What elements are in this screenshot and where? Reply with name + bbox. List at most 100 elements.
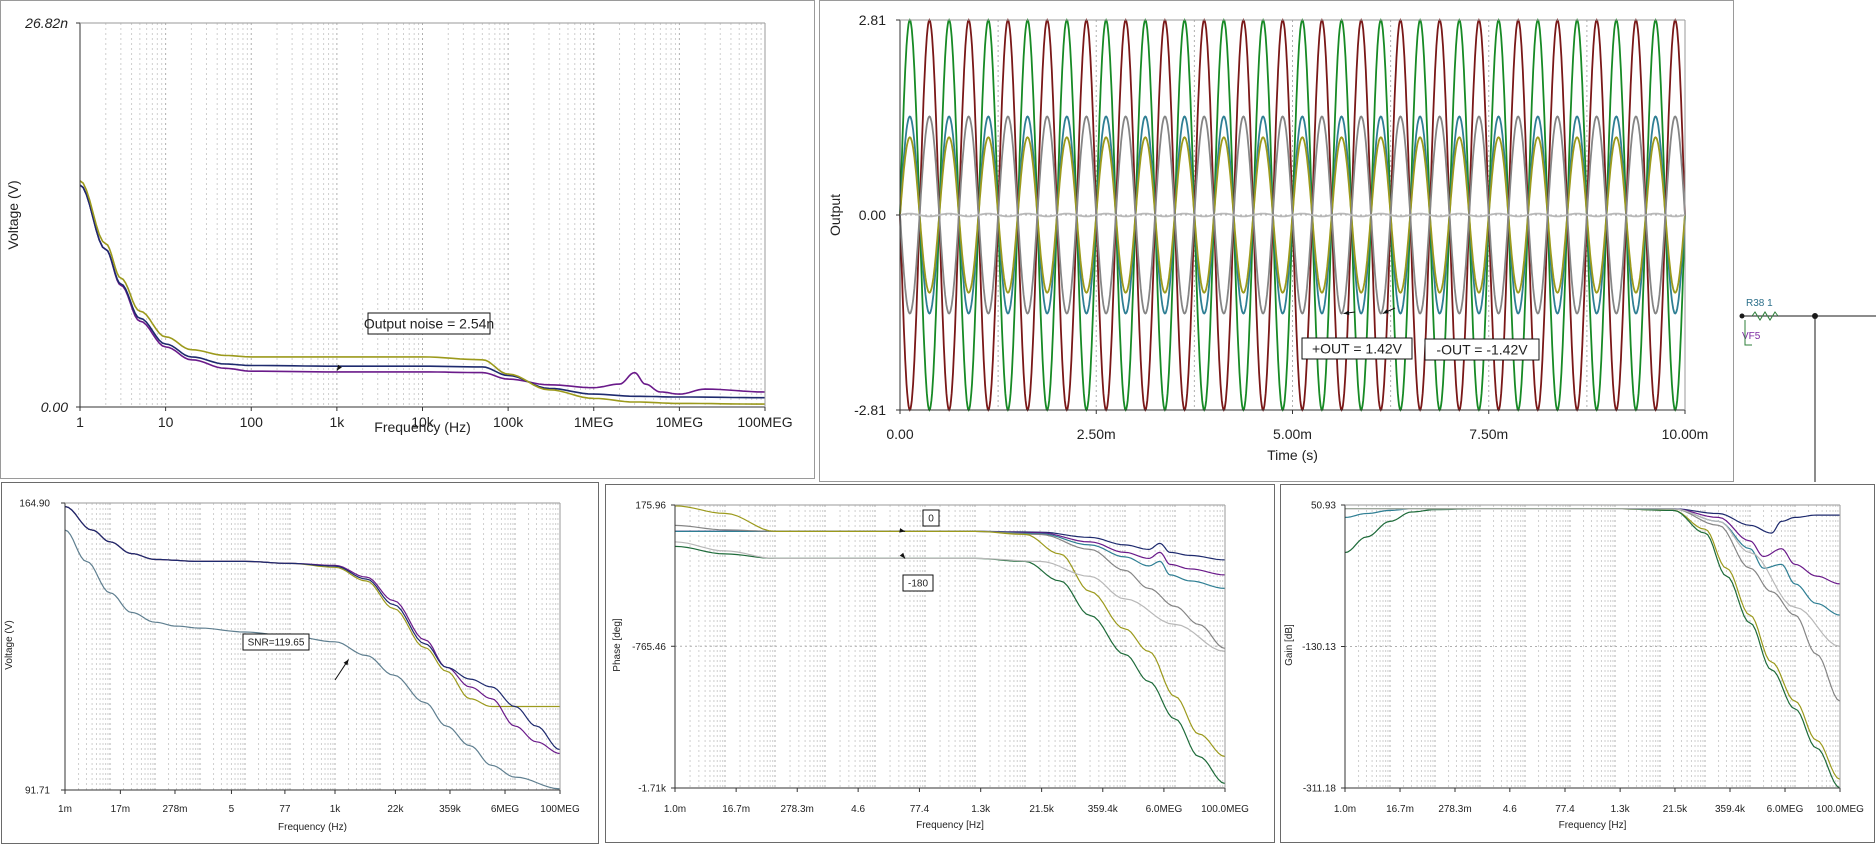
junction-dot xyxy=(1739,313,1745,319)
y-tick-label: 0.00 xyxy=(41,399,68,415)
x-tick-label: 100MEG xyxy=(737,414,792,430)
annotation: 0 xyxy=(899,509,940,533)
y-tick-label: 164.90 xyxy=(19,499,50,510)
x-tick-label: 21.5k xyxy=(1029,804,1054,815)
panel-frame-noise xyxy=(0,0,815,479)
x-tick-label: 359k xyxy=(439,804,462,815)
panel-frame-phase xyxy=(605,484,1275,843)
series-line-navy xyxy=(64,505,561,751)
x-tick-label: 4.6 xyxy=(1503,804,1517,815)
x-tick-label: 1MEG xyxy=(574,414,614,430)
annotation-box xyxy=(1424,338,1540,361)
series-line-lightgray xyxy=(674,541,1226,652)
series-group xyxy=(64,505,561,790)
x-tick-label: 100.0MEG xyxy=(1816,804,1864,815)
x-tick-label: 1.0m xyxy=(664,804,686,815)
series-group xyxy=(899,18,1686,412)
y-tick-label: -765.46 xyxy=(632,642,666,653)
series-group xyxy=(674,505,1226,785)
series-line-gray xyxy=(674,524,1226,649)
x-tick-label: 1.3k xyxy=(1611,804,1631,815)
annotation-label: -180 xyxy=(908,579,928,590)
x-tick-label: 10.00m xyxy=(1662,426,1709,442)
x-axis-label: Frequency [Hz] xyxy=(916,820,984,831)
x-tick-label: 21.5k xyxy=(1663,804,1688,815)
grid xyxy=(674,505,1226,788)
y-tick-label: -1.71k xyxy=(638,784,667,795)
series-group xyxy=(1344,508,1841,789)
annotation-label: Output noise = 2.54n xyxy=(364,315,494,331)
x-tick-label: 10MEG xyxy=(656,414,703,430)
x-tick-label: 1.3k xyxy=(971,804,991,815)
y-axis-label: Voltage (V) xyxy=(4,620,15,669)
annotation-arrowhead xyxy=(336,364,342,371)
x-tick-label: 6MEG xyxy=(491,804,520,815)
y-tick-label: -311.18 xyxy=(1303,784,1337,795)
source-label: VF5 xyxy=(1742,331,1761,342)
x-tick-label: 16.7m xyxy=(1386,804,1414,815)
x-tick-label: 10k xyxy=(411,414,435,430)
series-group xyxy=(79,180,766,405)
annotation-arrowhead xyxy=(899,528,906,533)
x-tick-label: 100MEG xyxy=(540,804,580,815)
chart-snr: 1m 17m 278m 5 77 1k 22k 359k 6MEG 100MEG 164.90 91.… xyxy=(4,499,580,834)
probe-symbol xyxy=(1744,320,1752,346)
annotation-box xyxy=(902,574,934,592)
annotation-box xyxy=(367,312,491,335)
panel-frame-transient xyxy=(819,0,1734,482)
annotation-label: SNR=119.65 xyxy=(248,638,305,649)
x-tick-label: 1.0m xyxy=(1334,804,1356,815)
panel-frame-gain xyxy=(1280,484,1875,843)
x-tick-label: 1k xyxy=(329,414,345,430)
series-line-purple xyxy=(79,184,766,395)
x-tick-label: 16.7m xyxy=(722,804,750,815)
x-axis-label: Frequency (Hz) xyxy=(374,419,470,435)
x-tick-label: 1m xyxy=(58,804,72,815)
chart-noise: 1 10 100 1k 10k 100k 1MEG 10MEG 100MEG 26.82n 0.00… xyxy=(5,15,793,435)
chart-phase: 1.0m 16.7m 278.3m 4.6 77.4 1.3k 21.5k 359.4k 6.0… xyxy=(612,501,1249,832)
x-axis-label: Frequency (Hz) xyxy=(278,822,347,833)
x-tick-label: 278m xyxy=(162,804,187,815)
x-tick-label: 2.50m xyxy=(1077,426,1116,442)
x-tick-label: 100.0MEG xyxy=(1201,804,1249,815)
x-tick-label: 17m xyxy=(111,804,130,815)
annotation-box xyxy=(922,509,940,527)
annotation-label: +OUT = 1.42V xyxy=(1312,340,1403,356)
grid xyxy=(1344,505,1841,788)
series-line-navy xyxy=(79,184,765,399)
y-tick-label: 175.96 xyxy=(635,501,666,512)
x-tick-label: 5 xyxy=(229,804,235,815)
x-tick-label: 1k xyxy=(330,804,342,815)
annotation-box xyxy=(1301,337,1413,360)
junction-dot xyxy=(1812,313,1818,319)
x-tick-label: 100 xyxy=(240,414,264,430)
x-axis-label: Time (s) xyxy=(1267,447,1318,463)
resistor-label: R38 1 xyxy=(1746,298,1773,309)
y-axis-label: Output xyxy=(827,194,843,236)
x-tick-label: 0.00 xyxy=(886,426,913,442)
annotation: +OUT = 1.42V xyxy=(1301,310,1413,360)
y-axis-label: Phase [deg] xyxy=(612,618,623,672)
grid xyxy=(79,23,766,407)
series-line-lightgray xyxy=(899,212,1686,218)
series-line-lightgray xyxy=(1345,508,1841,647)
x-tick-label: 4.6 xyxy=(851,804,865,815)
x-tick-label: 5.00m xyxy=(1273,426,1312,442)
y-tick-label: 50.93 xyxy=(1311,501,1336,512)
x-tick-label: 10 xyxy=(158,414,174,430)
y-tick-label: 91.71 xyxy=(25,786,50,797)
annotation-label: -OUT = -1.42V xyxy=(1436,341,1528,357)
panel-frame-snr xyxy=(1,482,599,844)
x-tick-label: 22k xyxy=(387,804,404,815)
x-tick-label: 6.0MEG xyxy=(1767,804,1804,815)
y-tick-label: 26.82n xyxy=(24,15,68,31)
y-tick-label: -130.13 xyxy=(1302,642,1336,653)
schematic-fragment: R38 1 VF5 xyxy=(1739,298,1876,482)
series-line-slate xyxy=(64,529,561,790)
resistor-symbol xyxy=(1751,311,1779,321)
x-tick-label: 1 xyxy=(76,414,84,430)
x-tick-label: 77.4 xyxy=(910,804,930,815)
x-tick-label: 278.3m xyxy=(1438,804,1471,815)
y-axis-label: Voltage (V) xyxy=(5,180,21,249)
